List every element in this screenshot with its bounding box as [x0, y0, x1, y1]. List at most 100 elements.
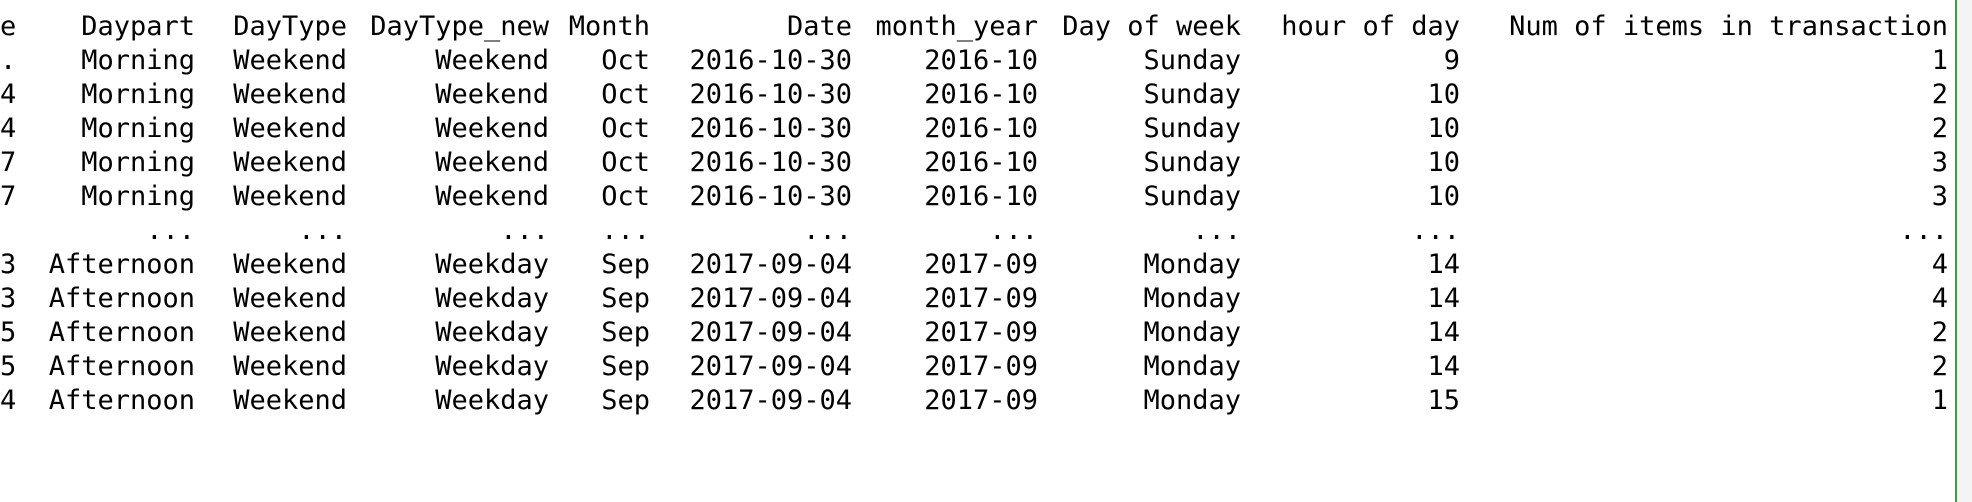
table-cell-daypart: Morning — [81, 113, 195, 144]
table-cell-month: Oct — [601, 147, 650, 178]
table-cell-month-year: 2017-09 — [924, 351, 1038, 382]
table-cell-date: 2016-10-30 — [689, 147, 852, 178]
row-index: 4 — [0, 113, 17, 144]
table-cell-hour-of-day: 14 — [1427, 317, 1460, 348]
table-cell-date: 2017-09-04 — [689, 385, 852, 416]
table-cell-daytype: Weekend — [233, 113, 347, 144]
table-cell-month: Oct — [601, 79, 650, 110]
table-cell-month-year: 2016-10 — [924, 147, 1038, 178]
table-cell-num-items: 3 — [1931, 147, 1948, 178]
table-cell-daytype: Weekend — [233, 283, 347, 314]
table-cell-date: ... — [803, 215, 852, 246]
table-cell-daytype: Weekend — [233, 79, 347, 110]
table-cell-day-of-week: Sunday — [1143, 147, 1241, 178]
table-cell-month-year: 2017-09 — [924, 317, 1038, 348]
table-cell-num-items: ... — [1899, 215, 1948, 246]
table-cell-day-of-week: Sunday — [1143, 45, 1241, 76]
row-index: 7 — [0, 181, 17, 212]
column-header-daytype: DayType — [233, 11, 347, 42]
table-cell-month-year: 2017-09 — [924, 283, 1038, 314]
table-cell-daytype-new: Weekday — [435, 249, 549, 280]
scrollbar-track[interactable] — [1955, 0, 1972, 502]
table-cell-daypart: Afternoon — [48, 385, 195, 416]
table-cell-month: Sep — [601, 283, 650, 314]
table-cell-num-items: 4 — [1931, 283, 1948, 314]
table-cell-hour-of-day: 10 — [1427, 147, 1460, 178]
table-cell-month-year: ... — [989, 215, 1038, 246]
row-index: 3 — [0, 249, 17, 280]
row-index: 5 — [0, 351, 17, 382]
table-cell-date: 2016-10-30 — [689, 45, 852, 76]
table-cell-daytype-new: Weekend — [435, 181, 549, 212]
table-cell-day-of-week: ... — [1192, 215, 1241, 246]
column-header-daytype-new: DayType_new — [370, 11, 549, 42]
table-cell-hour-of-day: 10 — [1427, 113, 1460, 144]
table-cell-daypart: Morning — [81, 147, 195, 178]
table-cell-date: 2016-10-30 — [689, 113, 852, 144]
row-index: . — [0, 45, 17, 76]
table-cell-daytype: Weekend — [233, 317, 347, 348]
row-index: 7 — [0, 147, 17, 178]
table-cell-daytype-new: Weekday — [435, 385, 549, 416]
table-cell-month: Oct — [601, 113, 650, 144]
table-cell-daytype-new: Weekday — [435, 283, 549, 314]
table-cell-date: 2017-09-04 — [689, 283, 852, 314]
table-cell-daytype: Weekend — [233, 249, 347, 280]
table-cell-daypart: Morning — [81, 45, 195, 76]
table-cell-day-of-week: Sunday — [1143, 79, 1241, 110]
table-cell-month: Oct — [601, 45, 650, 76]
table-cell-day-of-week: Monday — [1143, 385, 1241, 416]
column-header-date: Date — [786, 11, 852, 42]
table-cell-daytype: Weekend — [233, 181, 347, 212]
table-cell-daytype-new: Weekend — [435, 45, 549, 76]
table-cell-daytype: Weekend — [233, 45, 347, 76]
table-cell-date: 2017-09-04 — [689, 317, 852, 348]
table-cell-num-items: 1 — [1931, 45, 1948, 76]
table-cell-day-of-week: Monday — [1143, 283, 1241, 314]
table-cell-num-items: 4 — [1931, 249, 1948, 280]
table-cell-month-year: 2016-10 — [924, 79, 1038, 110]
table-cell-daypart: Afternoon — [48, 351, 195, 382]
column-header-num-items: Num of items in transaction — [1509, 11, 1948, 42]
table-cell-num-items: 2 — [1931, 317, 1948, 348]
table-cell-month-year: 2017-09 — [924, 249, 1038, 280]
table-cell-hour-of-day: ... — [1411, 215, 1460, 246]
table-cell-hour-of-day: 14 — [1427, 351, 1460, 382]
table-cell-daypart: Afternoon — [48, 283, 195, 314]
table-cell-daytype-new: Weekday — [435, 351, 549, 382]
table-cell-daypart: Afternoon — [48, 249, 195, 280]
table-cell-month: Sep — [601, 351, 650, 382]
table-cell-daytype-new: ... — [500, 215, 549, 246]
table-cell-hour-of-day: 14 — [1427, 283, 1460, 314]
table-cell-month: Sep — [601, 317, 650, 348]
table-cell-daytype: ... — [298, 215, 347, 246]
table-cell-hour-of-day: 10 — [1427, 181, 1460, 212]
table-cell-daytype: Weekend — [233, 147, 347, 178]
table-cell-month-year: 2017-09 — [924, 385, 1038, 416]
row-index: 4 — [0, 385, 17, 416]
row-index: 3 — [0, 283, 17, 314]
table-cell-daypart: Morning — [81, 181, 195, 212]
table-cell-day-of-week: Monday — [1143, 317, 1241, 348]
row-index: 5 — [0, 317, 17, 348]
table-cell-month-year: 2016-10 — [924, 181, 1038, 212]
table-cell-day-of-week: Monday — [1143, 249, 1241, 280]
table-cell-day-of-week: Sunday — [1143, 181, 1241, 212]
table-cell-daytype: Weekend — [233, 351, 347, 382]
column-header-month: Month — [568, 11, 650, 42]
table-cell-month: ... — [601, 215, 650, 246]
table-cell-daypart: Morning — [81, 79, 195, 110]
table-cell-date: 2016-10-30 — [689, 181, 852, 212]
table-cell-daypart: Afternoon — [48, 317, 195, 348]
table-cell-num-items: 2 — [1931, 351, 1948, 382]
table-cell-daytype: Weekend — [233, 385, 347, 416]
table-cell-month: Oct — [601, 181, 650, 212]
table-cell-daypart: ... — [146, 215, 195, 246]
table-cell-daytype-new: Weekday — [435, 317, 549, 348]
row-index: 4 — [0, 79, 17, 110]
table-cell-date: 2016-10-30 — [689, 79, 852, 110]
table-cell-day-of-week: Sunday — [1143, 113, 1241, 144]
table-cell-hour-of-day: 10 — [1427, 79, 1460, 110]
table-cell-num-items: 2 — [1931, 79, 1948, 110]
